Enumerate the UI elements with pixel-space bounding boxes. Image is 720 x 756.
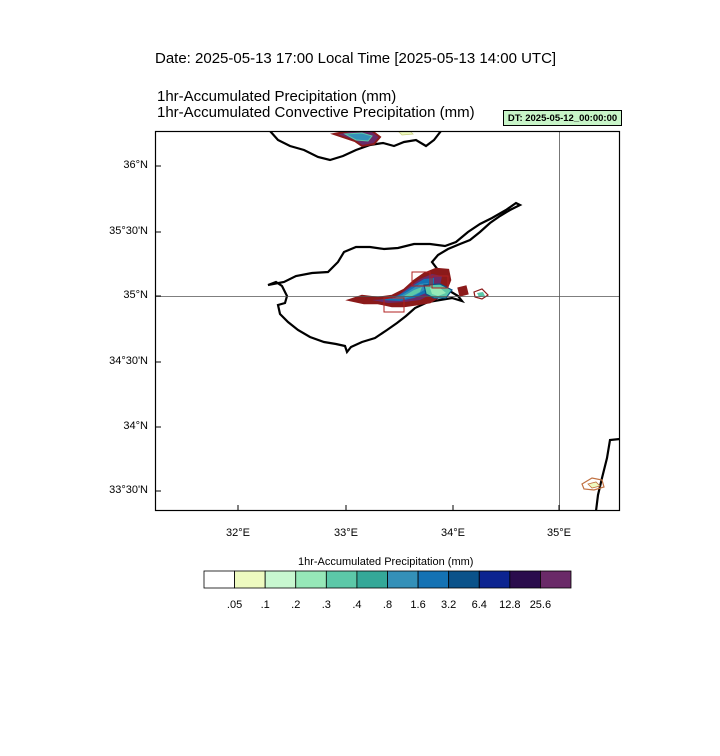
lat-label-36n: 36°N [123, 159, 148, 171]
colorbar-label: 1.6 [410, 599, 426, 611]
lon-label-35e: 35°E [547, 527, 571, 539]
colorbar-label: 3.2 [441, 599, 457, 611]
colorbar-label: .8 [382, 599, 393, 611]
precip-levant [581, 477, 605, 491]
colorbar-label: .2 [291, 599, 301, 611]
lon-label-33e: 33°E [334, 527, 358, 539]
lat-label-34n: 34°N [123, 420, 148, 432]
colorbar-label: 25.6 [529, 599, 552, 611]
lat-label-35-30n: 35°30'N [109, 225, 148, 237]
colorbar-title: 1hr-Accumulated Precipitation (mm) [298, 556, 474, 568]
lat-label-34-30n: 34°30'N [109, 355, 148, 367]
precip-turkey [330, 131, 414, 148]
lat-label-33-30n: 33°30'N [109, 484, 148, 496]
lon-ticks [237, 505, 560, 511]
dt-badge: DT: 2025-05-12_00:00:00 [503, 110, 622, 126]
lon-label-34e: 34°E [441, 527, 465, 539]
cyprus-coastline [267, 201, 523, 355]
colorbar-label: .3 [321, 599, 331, 611]
colorbar-label: 12.8 [499, 599, 521, 611]
lat-label-35n: 35°N [123, 289, 148, 301]
colorbar-label: .4 [352, 599, 362, 611]
date-line: Date: 2025-05-13 17:00 Local Time [2025-… [155, 50, 557, 67]
title-precipitation: 1hr-Accumulated Precipitation (mm) [157, 88, 397, 105]
lon-label-32e: 32°E [226, 527, 250, 539]
colorbar-label: .05 [226, 599, 243, 611]
colorbar-label: .1 [260, 599, 270, 611]
title-convective-precipitation: 1hr-Accumulated Convective Precipitation… [157, 104, 475, 121]
colorbar-label: 6.4 [471, 599, 487, 611]
turkey-coastline [269, 131, 442, 162]
lat-ticks [155, 165, 161, 492]
levant-coastline [594, 437, 620, 511]
map-border [154, 130, 621, 512]
